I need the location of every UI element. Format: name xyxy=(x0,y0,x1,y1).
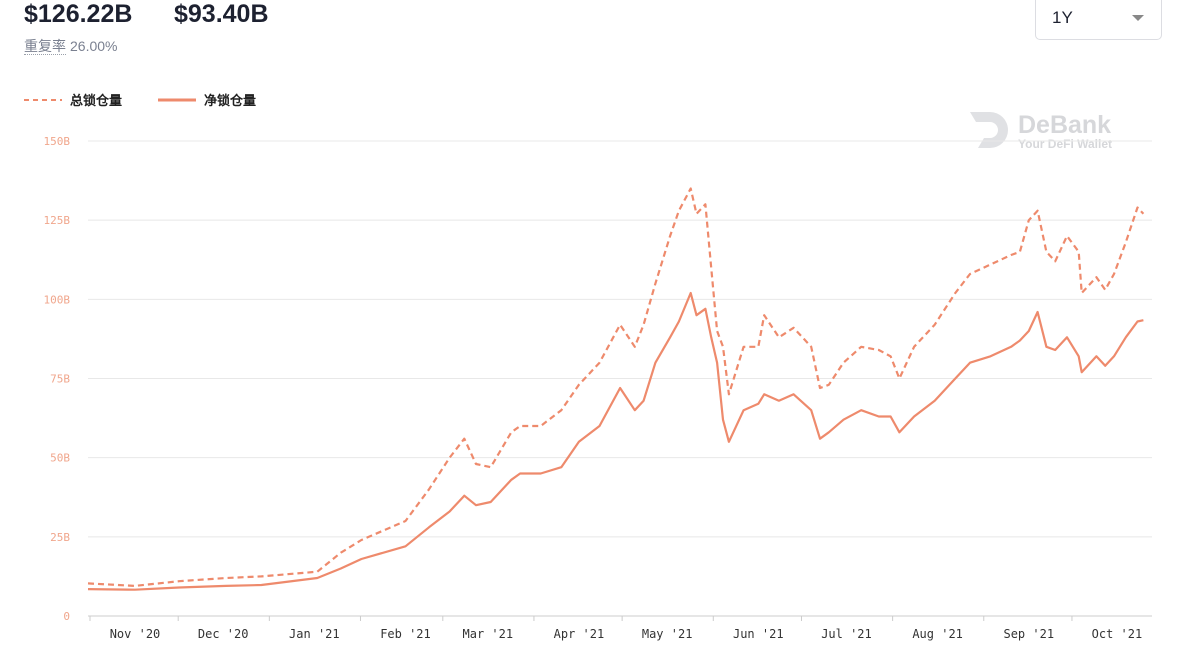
x-tick-label: Mar '21 xyxy=(463,627,514,641)
duplicate-rate-value: 26.00% xyxy=(70,38,118,54)
legend-total-label: 总锁仓量 xyxy=(70,93,123,108)
y-tick-label: 50B xyxy=(50,452,70,465)
y-tick-label: 150B xyxy=(44,135,71,148)
time-range-value: 1Y xyxy=(1052,8,1073,27)
x-tick-label: Feb '21 xyxy=(380,627,431,641)
total-locked-value: $126.22B xyxy=(24,0,133,28)
x-tick-label: Apr '21 xyxy=(554,627,605,641)
x-tick-label: May '21 xyxy=(642,627,693,641)
legend-net[interactable]: 净锁仓量 xyxy=(158,90,256,109)
duplicate-rate-label[interactable]: 重复率 xyxy=(24,38,66,55)
total-locked-line xyxy=(87,187,1145,587)
duplicate-rate: 重复率 26.00% xyxy=(24,36,117,56)
x-tick-label: Sep '21 xyxy=(1003,627,1054,641)
y-tick-label: 100B xyxy=(44,293,71,306)
watermark-name: DeBank xyxy=(1018,111,1112,139)
x-tick-label: Nov '20 xyxy=(110,627,161,641)
time-range-select[interactable]: 1Y xyxy=(1035,0,1162,40)
y-tick-label: 25B xyxy=(50,531,70,544)
x-tick-label: Dec '20 xyxy=(198,627,249,641)
x-tick-label: Jul '21 xyxy=(821,627,872,641)
y-tick-label: 125B xyxy=(44,214,71,227)
x-tick-label: Jun '21 xyxy=(733,627,784,641)
solid-line-icon xyxy=(158,98,196,101)
y-tick-label: 75B xyxy=(50,373,70,386)
dashed-line-icon xyxy=(24,98,62,101)
x-tick-label: Oct '21 xyxy=(1092,627,1143,641)
legend-total[interactable]: 总锁仓量 xyxy=(24,90,122,109)
legend-net-label: 净锁仓量 xyxy=(204,93,257,108)
x-tick-label: Aug '21 xyxy=(912,627,963,641)
y-tick-label: 0 xyxy=(63,610,70,623)
debank-logo-icon xyxy=(970,112,1008,148)
net-locked-line xyxy=(87,291,1144,591)
net-locked-value: $93.40B xyxy=(174,0,269,28)
x-tick-label: Jan '21 xyxy=(289,627,340,641)
chevron-down-icon xyxy=(1132,15,1144,21)
